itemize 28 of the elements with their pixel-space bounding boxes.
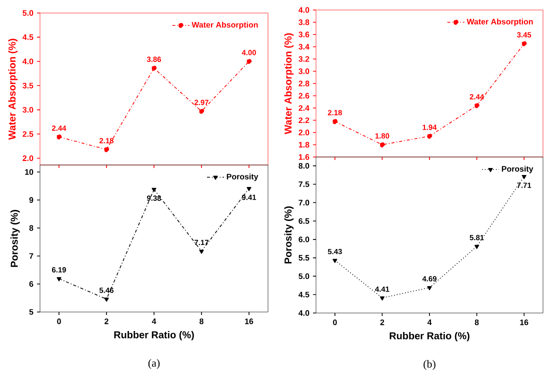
text: (b) <box>424 360 436 370</box>
point <box>474 244 480 249</box>
point <box>521 41 527 46</box>
point <box>152 188 156 192</box>
point <box>104 146 110 152</box>
point <box>380 296 385 301</box>
y-axis-title: Porosity (%) <box>10 210 20 267</box>
point <box>56 134 62 140</box>
y-axis-title: Porosity (%) <box>284 206 294 264</box>
point <box>427 286 432 290</box>
point <box>332 118 338 124</box>
y-axis-title: Water Absorption (%) <box>8 38 18 140</box>
point <box>380 142 385 148</box>
y-axis-title: Water Absorption (%) <box>284 33 294 134</box>
point <box>104 298 109 302</box>
x-axis-title: Rubber Ratio (%) <box>114 331 194 340</box>
x-axis-title: Rubber Ratio (%) <box>390 332 470 342</box>
point <box>151 66 157 71</box>
point <box>332 258 338 263</box>
point <box>426 134 432 139</box>
point <box>198 108 204 114</box>
point <box>474 102 480 108</box>
text: (a) <box>148 359 160 369</box>
point <box>56 277 62 282</box>
point <box>246 58 252 64</box>
point <box>199 250 204 254</box>
point <box>246 187 252 192</box>
point <box>522 174 526 180</box>
